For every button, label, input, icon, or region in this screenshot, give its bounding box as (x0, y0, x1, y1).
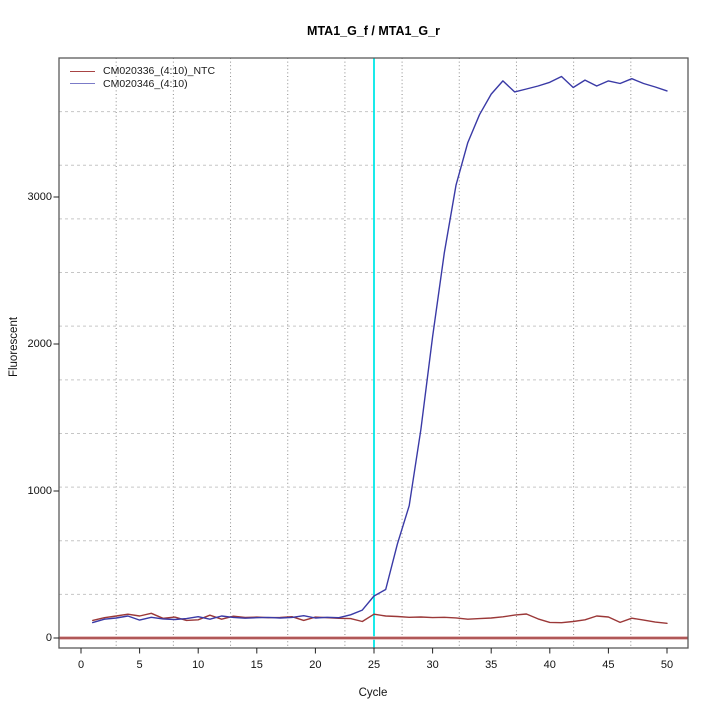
x-tick-label: 25 (367, 659, 381, 671)
series-line-cm020346-4-10- (91, 75, 668, 624)
x-tick-label: 40 (543, 659, 556, 671)
legend-label: CM020336_(4:10)_NTC (103, 65, 216, 78)
y-tick-label: 2000 (27, 338, 52, 350)
x-tick-label: 30 (426, 659, 439, 671)
x-tick-label: 0 (77, 659, 85, 671)
legend-label: CM020346_(4:10) (103, 77, 188, 90)
x-axis-label: Cycle (358, 687, 388, 699)
y-tick-label: 3000 (27, 191, 52, 203)
legend-line-swatch (70, 83, 95, 85)
x-tick-label: 20 (309, 659, 322, 671)
legend-item: CM020336_(4:10)_NTC (70, 65, 215, 77)
y-tick-label: 0 (45, 632, 52, 644)
chart-title: MTA1_G_f / MTA1_G_r (307, 24, 440, 38)
x-tick-label: 45 (602, 659, 615, 671)
x-tick-label: 15 (250, 659, 263, 671)
x-tick-label: 35 (485, 659, 498, 671)
x-tick-label: 50 (660, 659, 674, 671)
legend-item: CM020346_(4:10) (70, 77, 215, 90)
series-line-cm020336-4-10-ntc (91, 612, 668, 624)
x-tick-label: 10 (192, 659, 205, 671)
y-axis-label: Fluorescent (8, 316, 20, 378)
legend-line-swatch (70, 70, 95, 72)
legend: CM020336_(4:10)_NTC CM020346_(4:10) (70, 65, 215, 90)
y-tick-label: 1000 (27, 485, 52, 497)
x-tick-label: 5 (136, 659, 143, 671)
